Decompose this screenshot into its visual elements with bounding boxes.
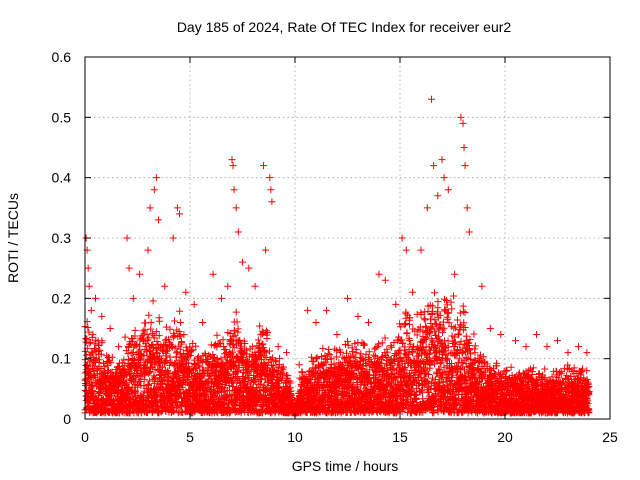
data-point bbox=[124, 356, 132, 364]
data-point bbox=[130, 357, 138, 365]
data-point bbox=[95, 356, 103, 364]
data-point bbox=[209, 351, 217, 359]
data-point bbox=[149, 297, 157, 305]
data-point bbox=[131, 332, 139, 340]
data-point bbox=[175, 328, 183, 336]
data-point bbox=[85, 328, 93, 336]
data-point bbox=[147, 325, 155, 333]
data-point bbox=[147, 318, 155, 326]
data-point bbox=[192, 365, 200, 373]
chart-title: Day 185 of 2024, Rate Of TEC Index for r… bbox=[177, 19, 512, 35]
data-point bbox=[163, 357, 171, 365]
data-point bbox=[166, 325, 174, 333]
data-point bbox=[162, 348, 170, 356]
data-point bbox=[170, 317, 178, 325]
data-point bbox=[141, 319, 149, 327]
data-point bbox=[152, 328, 160, 336]
data-point bbox=[183, 360, 191, 368]
data-point bbox=[132, 341, 140, 349]
data-point bbox=[189, 346, 197, 354]
data-point bbox=[143, 330, 151, 338]
data-point bbox=[89, 387, 97, 395]
data-point bbox=[107, 359, 115, 367]
data-point bbox=[95, 390, 103, 398]
data-point bbox=[139, 327, 147, 335]
data-point bbox=[141, 363, 149, 371]
data-point bbox=[83, 335, 91, 343]
data-point bbox=[91, 340, 99, 348]
data-point bbox=[88, 378, 96, 386]
data-point bbox=[90, 392, 98, 400]
data-point bbox=[158, 355, 166, 363]
data-point bbox=[124, 350, 132, 358]
data-point bbox=[174, 402, 182, 410]
data-point bbox=[164, 335, 172, 343]
data-point bbox=[145, 368, 153, 376]
data-point bbox=[98, 337, 106, 345]
data-point bbox=[184, 373, 192, 381]
data-point bbox=[154, 402, 162, 410]
data-point bbox=[122, 379, 130, 387]
data-point bbox=[155, 317, 163, 325]
data-point bbox=[108, 353, 116, 361]
data-point bbox=[141, 326, 149, 334]
data-point bbox=[136, 377, 144, 385]
data-point bbox=[145, 377, 153, 385]
data-point bbox=[187, 347, 195, 355]
data-point bbox=[192, 342, 200, 350]
data-point bbox=[123, 390, 131, 398]
data-point bbox=[82, 351, 90, 359]
data-point bbox=[189, 339, 197, 347]
data-point bbox=[162, 323, 170, 331]
data-point bbox=[131, 356, 139, 364]
data-point bbox=[100, 359, 108, 367]
data-point bbox=[136, 346, 144, 354]
data-point bbox=[204, 367, 212, 375]
data-point bbox=[92, 354, 100, 362]
data-point bbox=[121, 333, 129, 341]
data-point bbox=[144, 369, 152, 377]
data-point bbox=[177, 332, 185, 340]
data-point bbox=[140, 351, 148, 359]
data-point bbox=[149, 352, 157, 360]
data-point bbox=[89, 349, 97, 357]
data-point bbox=[89, 330, 97, 338]
data-point bbox=[171, 344, 179, 352]
data-points bbox=[81, 95, 593, 417]
data-point bbox=[88, 333, 96, 341]
data-point bbox=[97, 350, 105, 358]
data-point bbox=[205, 351, 213, 359]
data-point bbox=[103, 362, 111, 370]
data-point bbox=[150, 334, 158, 342]
data-point bbox=[172, 359, 180, 367]
data-point bbox=[145, 311, 153, 319]
data-point bbox=[180, 331, 188, 339]
data-point bbox=[178, 338, 186, 346]
data-point bbox=[184, 359, 192, 367]
data-point bbox=[155, 332, 163, 340]
data-point bbox=[152, 393, 160, 401]
data-point bbox=[85, 339, 93, 347]
data-point bbox=[91, 358, 99, 366]
data-point bbox=[96, 346, 104, 354]
data-point bbox=[135, 372, 143, 380]
data-point bbox=[168, 342, 176, 350]
data-point bbox=[176, 307, 184, 315]
data-point bbox=[176, 318, 184, 326]
data-point bbox=[86, 338, 94, 346]
data-point bbox=[171, 332, 179, 340]
